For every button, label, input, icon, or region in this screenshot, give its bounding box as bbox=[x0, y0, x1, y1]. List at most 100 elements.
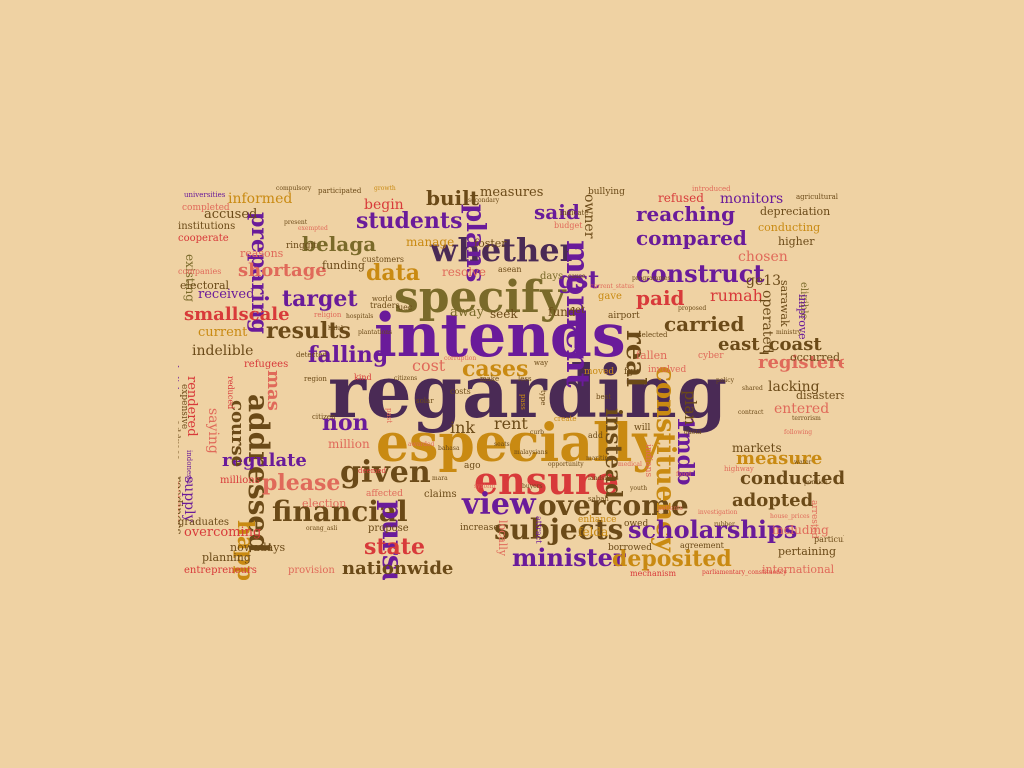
word-including: including bbox=[772, 523, 829, 537]
word-following: following bbox=[784, 429, 813, 436]
word-maritime: maritime bbox=[586, 455, 614, 462]
word-measure: measure bbox=[736, 448, 823, 469]
word-hospitals: hospitals bbox=[346, 313, 374, 320]
word-whether: whether bbox=[430, 231, 577, 269]
word-propose: propose bbox=[368, 523, 409, 534]
word-current-status: current_status bbox=[590, 283, 635, 290]
word-lacking: lacking bbox=[768, 379, 820, 395]
word-world: world bbox=[372, 295, 393, 303]
word-exempted: exempted bbox=[298, 225, 328, 232]
word-nationwide: nationwide bbox=[342, 558, 454, 579]
word-parliamentary-constituency: parliamentary_constituency bbox=[702, 569, 787, 576]
word-carried: carried bbox=[664, 312, 745, 336]
word-agreement: agreement bbox=[680, 541, 724, 550]
word-completed: completed bbox=[182, 203, 230, 213]
word-expensive: expensive bbox=[179, 384, 189, 430]
word-especially: especially bbox=[376, 413, 663, 474]
word-agricultural: agricultural bbox=[796, 193, 838, 201]
word-bullying: bullying bbox=[588, 187, 625, 197]
word-arrested: arrested bbox=[809, 500, 819, 539]
word-water: water bbox=[794, 459, 812, 466]
word-ago: ago bbox=[464, 461, 481, 471]
word-patients: patients bbox=[658, 505, 683, 512]
word-claims: claims bbox=[424, 489, 457, 500]
word-sarawak: sarawak bbox=[778, 280, 791, 327]
word-mas: mas bbox=[263, 370, 284, 411]
word-belaga: belaga bbox=[302, 232, 377, 256]
word-create: create bbox=[554, 415, 577, 423]
word-regarding: regarding bbox=[328, 349, 728, 434]
word-awarded: awarded bbox=[408, 441, 435, 448]
word-begin: begin bbox=[364, 197, 404, 213]
word-regulate: regulate bbox=[222, 450, 307, 471]
word-medical: medical bbox=[618, 461, 642, 468]
word-gst: gst bbox=[558, 265, 600, 294]
word-sabah: sabah bbox=[588, 495, 609, 503]
word-curb: curb bbox=[530, 429, 544, 436]
word-gave: gave bbox=[598, 291, 622, 302]
word-system: system bbox=[474, 483, 496, 490]
word-set: set bbox=[570, 305, 586, 316]
word-terrorism: terrorism bbox=[792, 415, 821, 422]
word-cyber: cyber bbox=[698, 351, 724, 361]
word-disasters: disasters bbox=[796, 389, 844, 402]
word-orang-asli: orang_asli bbox=[306, 525, 338, 532]
word-universities: universities bbox=[184, 191, 226, 199]
word-reduced: reduced bbox=[226, 376, 235, 410]
word-election: election bbox=[302, 497, 347, 510]
word-students: students bbox=[356, 208, 463, 234]
word-solar: solar bbox=[416, 397, 434, 405]
word-occurred: occurred bbox=[790, 351, 841, 364]
word-ringgit: ringgit bbox=[286, 241, 317, 251]
word-opportunity: opportunity bbox=[548, 461, 584, 468]
word-construct: construct bbox=[636, 259, 765, 288]
word-malaysians: malaysians bbox=[514, 449, 548, 456]
word-said: said bbox=[534, 200, 580, 224]
word-results: results bbox=[266, 318, 351, 344]
word-cooperate: cooperate bbox=[178, 233, 229, 244]
word-pension: pension bbox=[804, 479, 828, 486]
word-instead: instead bbox=[600, 408, 626, 499]
word-less: less bbox=[518, 375, 532, 383]
word-millions: millions bbox=[220, 475, 260, 486]
word-graduates: graduates bbox=[178, 517, 230, 528]
word-current: current bbox=[198, 325, 248, 340]
word-reaching: reaching bbox=[636, 202, 736, 226]
word-reasons: reasons bbox=[240, 247, 284, 260]
word-falling: falling bbox=[308, 342, 389, 368]
word-specify: specify bbox=[394, 272, 566, 323]
word-involved: involved bbox=[648, 365, 687, 375]
word-state: state bbox=[364, 534, 425, 560]
word-manage: manage bbox=[406, 235, 455, 249]
word-mechanism: mechanism bbox=[630, 569, 677, 578]
word-entered: entered bbox=[774, 401, 830, 417]
word-data: data bbox=[366, 260, 421, 286]
word-attract: attract bbox=[534, 516, 543, 544]
word-chosen: chosen bbox=[738, 249, 788, 265]
word-electoral: electoral bbox=[180, 279, 230, 292]
word-plan: plan bbox=[681, 390, 700, 426]
word-please: please bbox=[262, 470, 341, 496]
word-make: make bbox=[480, 375, 500, 383]
word-ge13: ge13 bbox=[746, 273, 782, 289]
word-rumah: rumah bbox=[710, 286, 763, 305]
word-secondary: secondary bbox=[468, 197, 500, 204]
word-indonesia: indonesia bbox=[185, 450, 193, 485]
word-companies: companies bbox=[178, 267, 222, 276]
word-detected: detected bbox=[296, 351, 327, 359]
word-compulsory: compulsory bbox=[276, 185, 312, 192]
word-view: view bbox=[462, 487, 536, 522]
word-seats: seats bbox=[494, 441, 510, 448]
word-financial: financial bbox=[272, 495, 408, 528]
word-conducted: conducted bbox=[740, 468, 844, 489]
word-ministry: ministry bbox=[776, 329, 802, 336]
word-international: international bbox=[762, 563, 835, 576]
word-measures: measures bbox=[480, 185, 544, 200]
word-non: non bbox=[322, 410, 369, 436]
word-indians: indians bbox=[643, 444, 653, 478]
word-uec: uec bbox=[398, 303, 413, 312]
word-scholarships: scholarships bbox=[628, 515, 798, 544]
word-quota: quota bbox=[684, 429, 702, 436]
word-days: days bbox=[540, 271, 564, 282]
word-pass: pass bbox=[519, 394, 527, 410]
